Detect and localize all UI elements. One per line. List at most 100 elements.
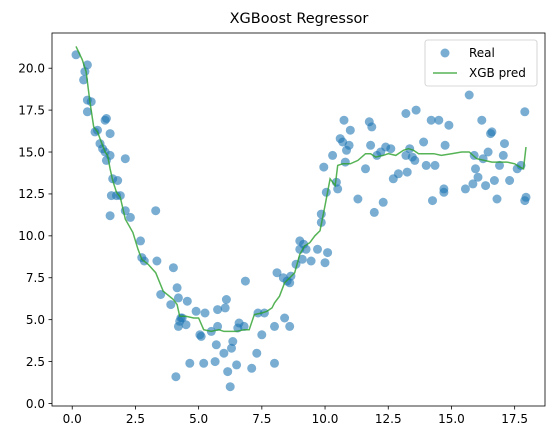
y-tick-label-1: 2.5: [26, 355, 45, 369]
real-point-75: [280, 313, 290, 323]
real-point-86: [306, 256, 316, 266]
real-point-94: [328, 150, 338, 160]
x-tick-label-1: 2.5: [126, 412, 145, 426]
real-point-149: [498, 150, 508, 160]
y-tick-label-5: 12.5: [18, 187, 45, 201]
real-point-91: [319, 162, 329, 172]
real-point-138: [471, 164, 480, 174]
real-point-50: [210, 357, 220, 367]
x-tick-label-0: 0.0: [63, 412, 82, 426]
real-point-83: [297, 254, 307, 264]
real-point-26: [136, 236, 145, 246]
real-point-87: [313, 244, 322, 254]
real-point-116: [393, 169, 403, 179]
real-point-22: [113, 176, 123, 185]
real-point-108: [367, 122, 377, 132]
real-point-51: [211, 340, 221, 350]
real-point-48: [200, 308, 210, 318]
real-point-72: [270, 321, 279, 331]
real-point-34: [171, 372, 181, 382]
real-point-90: [320, 258, 330, 268]
real-point-132: [440, 140, 450, 150]
real-point-12: [101, 114, 111, 123]
real-point-139: [473, 172, 483, 182]
real-point-155: [521, 192, 531, 202]
legend: Real XGB pred: [424, 39, 538, 87]
real-point-61: [232, 360, 242, 370]
real-point-103: [345, 125, 355, 135]
legend-label-xgb-pred: XGB pred: [469, 66, 526, 80]
real-point-140: [477, 115, 487, 125]
real-point-31: [156, 290, 166, 299]
real-point-66: [247, 363, 257, 373]
real-point-64: [239, 321, 249, 331]
real-point-44: [191, 306, 201, 316]
real-point-56: [221, 295, 231, 304]
y-tick-label-0: 0.0: [26, 397, 45, 411]
real-point-119: [402, 167, 412, 177]
legend-marker-real: [440, 48, 450, 58]
real-point-58: [225, 382, 235, 392]
real-point-42: [182, 296, 192, 306]
real-point-151: [505, 176, 515, 185]
real-point-53: [213, 321, 223, 331]
legend-label-real: Real: [469, 46, 495, 60]
real-point-60: [228, 337, 238, 346]
y-tick-label-3: 7.5: [26, 271, 45, 285]
series-real-points: [71, 50, 531, 392]
x-tick-label-7: 17.5: [501, 412, 528, 426]
real-point-134: [460, 184, 470, 194]
real-point-122: [410, 155, 420, 165]
real-point-104: [353, 194, 363, 204]
real-point-52: [213, 305, 223, 315]
real-point-105: [361, 164, 370, 174]
real-point-148: [495, 160, 504, 170]
real-point-29: [151, 206, 161, 216]
real-point-55: [220, 303, 230, 313]
y-tick-label-4: 10.0: [18, 229, 45, 243]
real-point-16: [105, 129, 115, 139]
real-point-54: [219, 348, 229, 358]
real-point-6: [86, 97, 96, 107]
real-point-131: [439, 187, 449, 197]
real-point-100: [340, 157, 350, 167]
real-point-30: [152, 256, 162, 266]
real-point-73: [272, 268, 282, 278]
real-point-35: [172, 283, 182, 293]
real-point-102: [344, 140, 354, 150]
legend-box: [424, 39, 538, 87]
real-point-71: [270, 358, 279, 368]
real-point-135: [464, 90, 474, 100]
x-tick-label-2: 5.0: [189, 412, 208, 426]
real-point-127: [428, 196, 437, 206]
real-point-23: [120, 154, 130, 164]
real-point-57: [223, 367, 233, 377]
real-point-146: [489, 176, 499, 185]
real-point-65: [240, 276, 250, 286]
real-point-79: [285, 278, 295, 288]
real-point-1: [79, 75, 89, 85]
x-axis: 0.0 2.5 5.0 7.5 10.0 12.5 15.0 17.5: [63, 406, 528, 426]
x-tick-label-5: 12.5: [375, 412, 402, 426]
real-point-5: [82, 107, 92, 117]
real-point-107: [366, 140, 376, 150]
real-point-109: [369, 207, 379, 217]
real-point-17: [105, 211, 115, 221]
real-point-112: [378, 197, 388, 207]
real-point-68: [253, 308, 263, 318]
real-point-114: [386, 144, 396, 154]
chart-title: XGBoost Regressor: [230, 11, 369, 27]
real-point-150: [500, 139, 509, 149]
real-point-145: [487, 127, 497, 137]
real-point-36: [173, 293, 183, 303]
real-point-156: [520, 107, 530, 117]
real-point-128: [430, 160, 440, 170]
real-point-117: [401, 109, 411, 118]
real-point-69: [257, 330, 267, 340]
real-point-32: [166, 300, 176, 310]
real-point-133: [444, 120, 454, 130]
series-xgb-pred-line: [75, 46, 527, 333]
real-point-59: [227, 343, 236, 353]
y-axis: 0.0 2.5 5.0 7.5 10.0 12.5 15.0 17.5 20.0: [18, 62, 52, 411]
